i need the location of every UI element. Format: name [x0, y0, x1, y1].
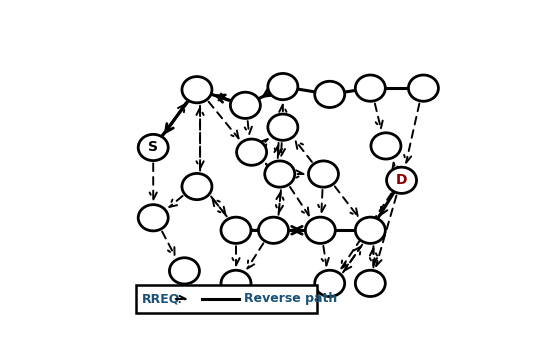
Ellipse shape — [355, 75, 386, 101]
Ellipse shape — [221, 217, 251, 243]
Text: Reverse path: Reverse path — [244, 292, 337, 306]
Ellipse shape — [371, 133, 401, 159]
Ellipse shape — [355, 270, 386, 296]
Ellipse shape — [264, 161, 295, 187]
Ellipse shape — [408, 75, 439, 101]
Ellipse shape — [182, 76, 212, 103]
Ellipse shape — [258, 217, 288, 243]
Ellipse shape — [355, 217, 386, 243]
Ellipse shape — [387, 167, 417, 193]
Ellipse shape — [182, 174, 212, 200]
Ellipse shape — [309, 161, 339, 187]
Ellipse shape — [221, 270, 251, 296]
Ellipse shape — [315, 270, 345, 296]
Ellipse shape — [305, 217, 335, 243]
Text: D: D — [396, 173, 407, 187]
Ellipse shape — [237, 139, 267, 165]
Ellipse shape — [138, 134, 168, 161]
Text: S: S — [148, 141, 158, 155]
Ellipse shape — [268, 74, 298, 100]
Ellipse shape — [315, 81, 345, 107]
FancyBboxPatch shape — [136, 285, 317, 313]
Ellipse shape — [170, 258, 199, 284]
Ellipse shape — [138, 205, 168, 231]
Ellipse shape — [268, 114, 298, 140]
Text: RREQ: RREQ — [142, 292, 180, 306]
Ellipse shape — [230, 92, 261, 119]
